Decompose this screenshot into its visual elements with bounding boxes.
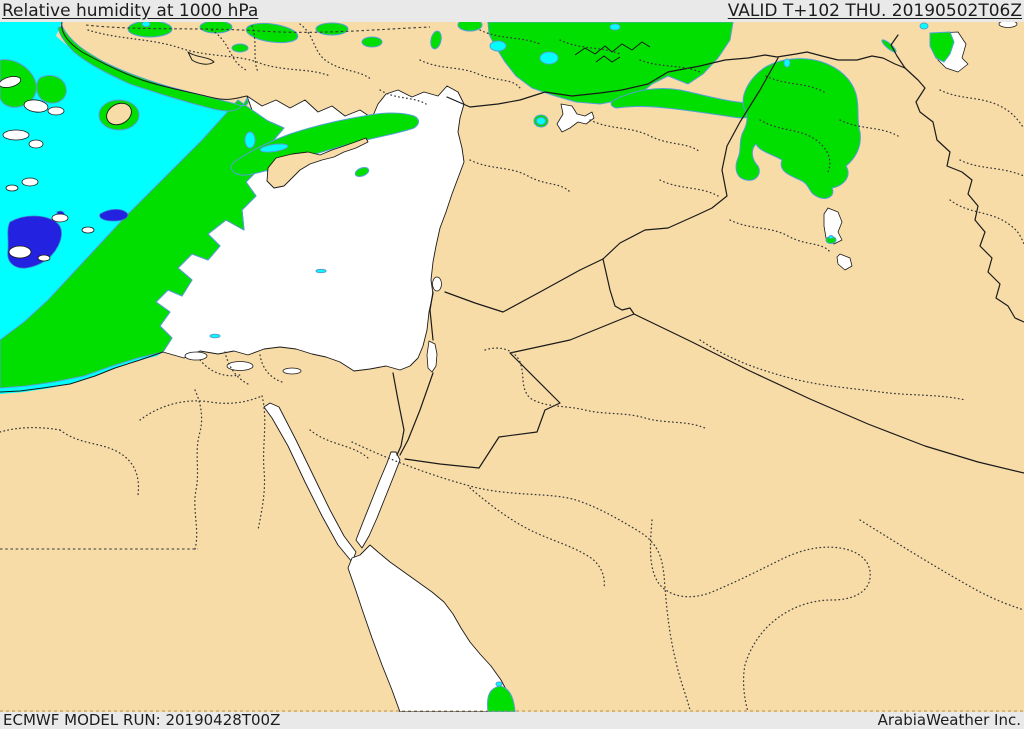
sea-of-galilee bbox=[432, 276, 442, 292]
cyan-speck bbox=[209, 333, 221, 339]
lake-van bbox=[556, 103, 595, 133]
rhodes-island bbox=[98, 99, 140, 131]
humidity-map bbox=[0, 22, 1024, 712]
red-sea bbox=[347, 544, 515, 712]
nw-turkey-green-patches bbox=[127, 22, 383, 53]
gulf-of-aqaba bbox=[355, 451, 401, 549]
aegean-coastal-green-band bbox=[0, 25, 249, 112]
aegean-islands bbox=[0, 76, 95, 262]
country-borders bbox=[392, 34, 1024, 474]
red-sea-coast-green-patch bbox=[487, 681, 516, 712]
dead-sea bbox=[426, 340, 438, 373]
cyprus-island bbox=[266, 137, 370, 189]
model-run-label: ECMWF MODEL RUN: 20190428T00Z bbox=[3, 711, 281, 729]
coastlines bbox=[0, 22, 248, 393]
valid-time-label: VALID T+102 THU. 20190502T06Z bbox=[727, 1, 1022, 21]
attribution-label: ArabiaWeather Inc. bbox=[877, 711, 1021, 729]
cyan-speck bbox=[315, 268, 327, 274]
lake-urmia bbox=[919, 22, 1018, 73]
iraq-lakes bbox=[823, 207, 853, 271]
se-turkey-green-region bbox=[430, 22, 734, 128]
header-bar: Relative humidity at 1000 hPa VALID T+10… bbox=[0, 0, 1024, 22]
rivers bbox=[574, 41, 791, 68]
delta-lagoons bbox=[184, 351, 302, 375]
footer-bar: ECMWF MODEL RUN: 20190428T00Z ArabiaWeat… bbox=[0, 712, 1024, 729]
admin-boundaries bbox=[0, 23, 1024, 712]
map-title: Relative humidity at 1000 hPa bbox=[2, 1, 259, 21]
